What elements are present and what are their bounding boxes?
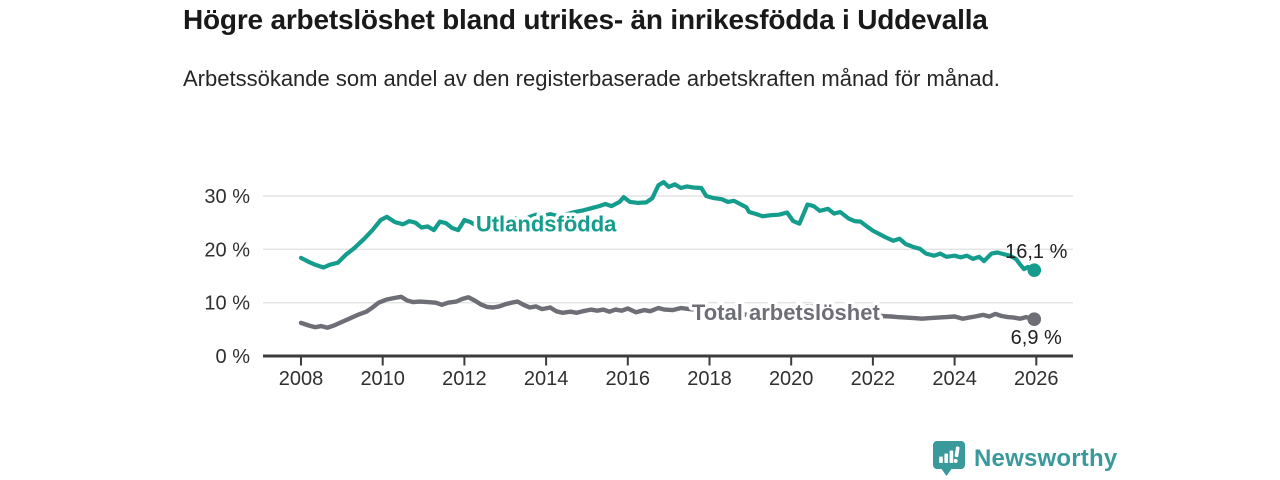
x-tick-label: 2018 <box>687 368 732 390</box>
y-tick-label: 10 % <box>204 293 250 315</box>
x-tick-label: 2020 <box>769 368 814 390</box>
series-end-value-label: 16,1 % <box>1005 241 1067 263</box>
x-tick-label: 2014 <box>524 368 569 390</box>
series-total-arbetsl-shet <box>298 294 1037 330</box>
chart-title: Högre arbetslöshet bland utrikes- än inr… <box>183 4 988 35</box>
series-line <box>298 294 1037 330</box>
x-tick-label: 2010 <box>360 368 405 390</box>
series-end-value-label: 6,9 % <box>1011 327 1062 349</box>
series-inline-label: Total arbetslöshet <box>692 300 881 325</box>
brand-wordmark: Newsworthy <box>974 445 1118 472</box>
series-utlandsf-dda <box>298 180 1037 274</box>
series-inline-label: Utlandsfödda <box>476 212 617 237</box>
x-tick-label: 2012 <box>442 368 487 390</box>
brand-footer: Newsworthy <box>933 441 1117 477</box>
y-tick-label: 20 % <box>204 239 250 261</box>
series-end-dot <box>1027 312 1042 327</box>
x-tick-label: 2024 <box>932 368 977 390</box>
y-tick-label: 0 % <box>216 346 251 368</box>
x-tick-label: 2016 <box>606 368 651 390</box>
series-line <box>298 180 1037 274</box>
x-tick-label: 2008 <box>279 368 324 390</box>
bar-chart-speech-bubble-icon <box>933 441 965 476</box>
x-tick-label: 2022 <box>851 368 896 390</box>
y-tick-label: 30 % <box>204 186 250 208</box>
chart-subtitle: Arbetssökande som andel av den registerb… <box>183 66 1000 91</box>
series-end-dot <box>1027 263 1042 277</box>
x-tick-label: 2026 <box>1014 368 1059 390</box>
